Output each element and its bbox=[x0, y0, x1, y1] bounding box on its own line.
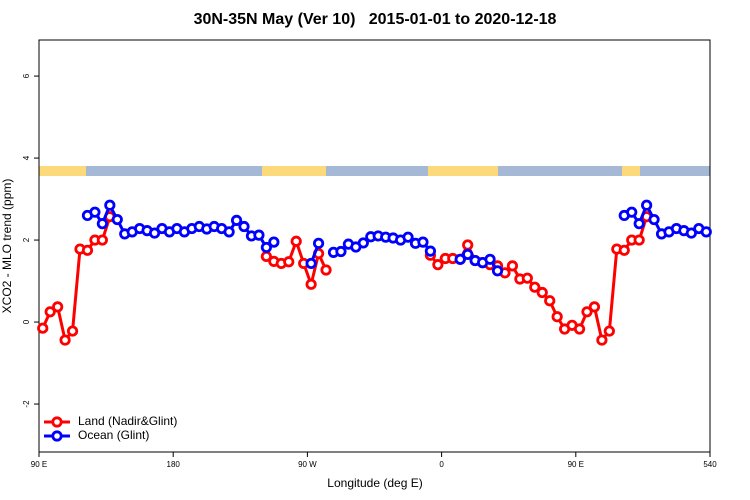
y-tick-label: 2 bbox=[22, 237, 31, 242]
point bbox=[641, 199, 653, 211]
point bbox=[462, 239, 474, 251]
land-ocean-band bbox=[39, 166, 710, 176]
point bbox=[37, 322, 49, 334]
point bbox=[626, 206, 638, 218]
land-band bbox=[39, 166, 86, 176]
point bbox=[551, 311, 563, 323]
x-axis-label: Longitude (deg E) bbox=[327, 476, 422, 490]
point bbox=[596, 334, 608, 346]
plot-frame bbox=[38, 39, 711, 453]
chart-title: 30N-35N May (Ver 10) 2015-01-01 to 2020-… bbox=[194, 11, 557, 28]
y-tick-label: 4 bbox=[22, 155, 31, 160]
point bbox=[454, 253, 466, 265]
point bbox=[230, 214, 243, 226]
point bbox=[700, 226, 712, 238]
point bbox=[648, 213, 660, 226]
point bbox=[260, 241, 272, 254]
x-tick-label: 90 E bbox=[31, 460, 47, 469]
point bbox=[89, 206, 101, 218]
point bbox=[111, 213, 123, 226]
point bbox=[305, 278, 317, 290]
x-tick-label: 0 bbox=[439, 460, 444, 469]
point bbox=[424, 245, 437, 257]
land-band bbox=[428, 166, 498, 176]
point bbox=[536, 286, 548, 299]
ocean-band bbox=[39, 166, 710, 176]
point bbox=[96, 218, 108, 230]
point bbox=[573, 323, 586, 335]
point bbox=[432, 259, 444, 271]
point bbox=[283, 256, 295, 268]
point bbox=[238, 220, 250, 233]
point bbox=[633, 218, 645, 230]
point bbox=[633, 234, 645, 246]
point bbox=[44, 306, 56, 318]
point bbox=[462, 248, 474, 261]
point bbox=[521, 272, 533, 284]
y-axis-label: XCO2 - MLO trend (ppm) bbox=[0, 179, 14, 314]
point bbox=[96, 234, 108, 246]
x-tick-label: 90 E bbox=[568, 460, 584, 469]
point bbox=[603, 325, 615, 337]
legend-label: Land (Nadir&Glint) bbox=[78, 414, 177, 428]
y-tick-label: -2 bbox=[22, 400, 31, 408]
point bbox=[305, 257, 317, 270]
x-tick-label: 180 bbox=[167, 460, 181, 469]
point bbox=[59, 334, 71, 346]
point bbox=[491, 265, 504, 277]
point bbox=[484, 253, 496, 265]
point bbox=[402, 231, 414, 243]
point bbox=[223, 226, 235, 238]
y-tick-label: 0 bbox=[22, 319, 31, 324]
point bbox=[253, 229, 265, 241]
x-tick-label: 540 bbox=[703, 460, 717, 469]
point bbox=[506, 260, 519, 272]
point bbox=[544, 295, 556, 307]
point bbox=[335, 245, 347, 258]
legend-marker bbox=[51, 416, 63, 428]
point bbox=[320, 264, 332, 276]
point bbox=[268, 236, 280, 248]
point bbox=[52, 301, 64, 313]
point bbox=[104, 199, 116, 211]
point bbox=[66, 325, 79, 337]
point bbox=[581, 306, 593, 318]
point bbox=[312, 237, 325, 249]
legend-marker bbox=[51, 430, 63, 442]
y-tick-label: 6 bbox=[22, 73, 31, 78]
land-band bbox=[262, 166, 326, 176]
point bbox=[290, 235, 302, 247]
point bbox=[529, 281, 541, 293]
legend-label: Ocean (Glint) bbox=[78, 428, 149, 442]
point bbox=[81, 244, 94, 256]
x-tick-label: 90 W bbox=[298, 460, 317, 469]
point bbox=[417, 236, 429, 248]
point bbox=[618, 244, 630, 256]
point bbox=[588, 301, 601, 313]
point bbox=[357, 237, 369, 249]
land-band bbox=[622, 166, 640, 176]
